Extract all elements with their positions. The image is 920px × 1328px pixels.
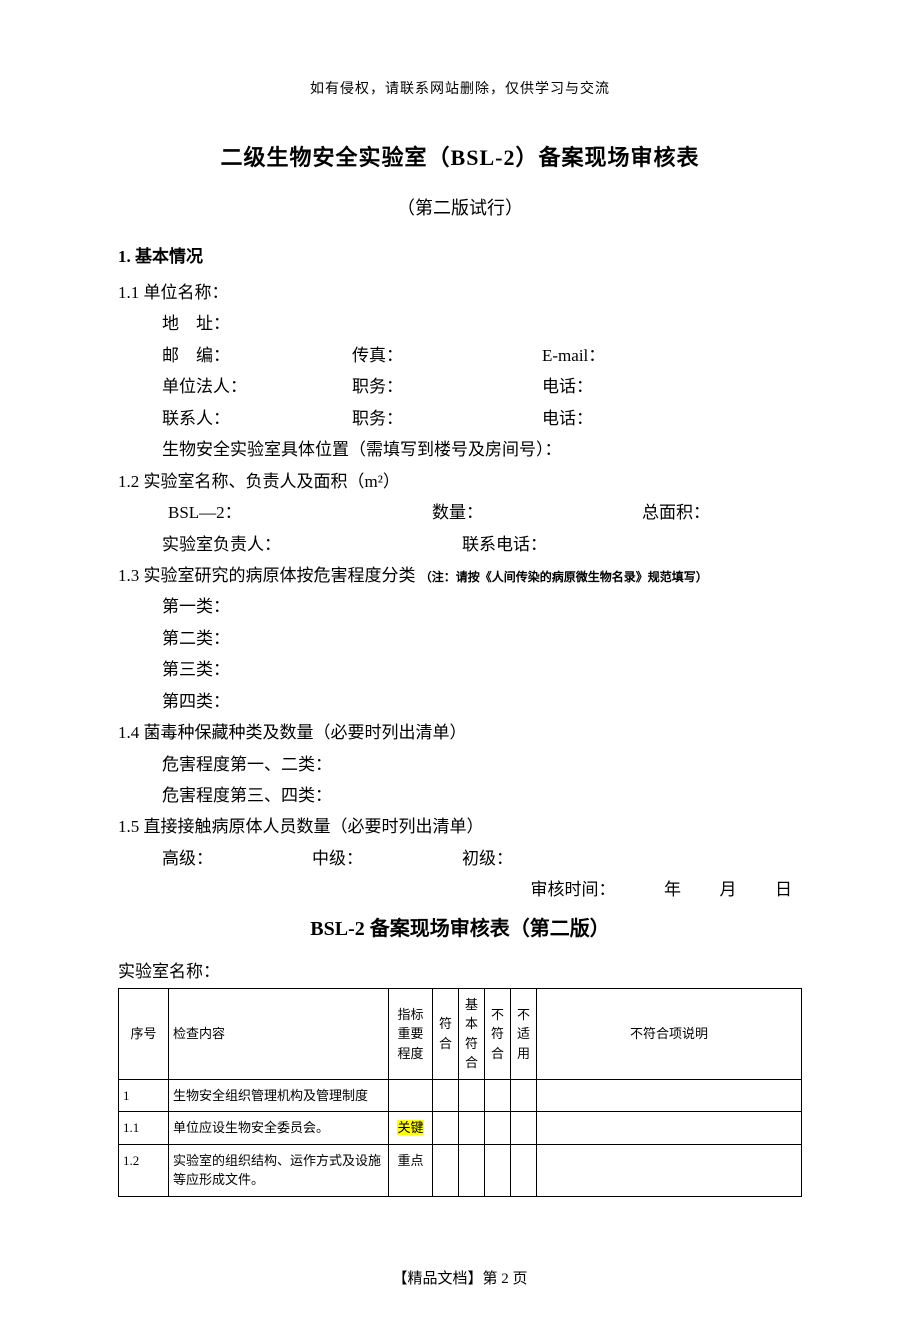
- th-na: 不适用: [511, 988, 537, 1079]
- sub-title: （第二版试行）: [118, 194, 802, 220]
- cell-seq: 1.1: [119, 1112, 169, 1145]
- cell-na: [511, 1144, 537, 1196]
- field-class1-label: 第一类：: [118, 591, 802, 622]
- field-post-label: 邮 编：: [162, 340, 352, 371]
- th-content: 检查内容: [169, 988, 389, 1079]
- section-1-head: 1. 基本情况: [118, 242, 802, 267]
- line-1-3: 1.3 实验室研究的病原体按危害程度分类 （注：请按《人间传染的病原微生物名录》…: [118, 560, 802, 591]
- table-header-row: 序号 检查内容 指标重要程度 符合 基本符合 不符合 不适用 不符合项说明: [119, 988, 802, 1079]
- row-post-fax-email: 邮 编： 传真： E-mail：: [118, 340, 802, 371]
- row-legal: 单位法人： 职务： 电话：: [118, 371, 802, 402]
- th-ok: 符合: [433, 988, 459, 1079]
- lab-name-label: 实验室名称：: [118, 957, 802, 982]
- cell-seq: 1: [119, 1079, 169, 1112]
- field-address-label: 地 址：: [118, 308, 802, 339]
- row-lab-head: 实验室负责人： 联系电话：: [118, 529, 802, 560]
- page-footer: 【精品文档】第 2 页: [118, 1267, 802, 1288]
- field-email-label: E-mail：: [542, 340, 802, 371]
- field-hazard12-label: 危害程度第一、二类：: [118, 749, 802, 780]
- cell-ok: [433, 1079, 459, 1112]
- field-legal-label: 单位法人：: [162, 371, 352, 402]
- audit-time-row: 审核时间： 年 月 日: [118, 874, 802, 905]
- line-1-5: 1.5 直接接触病原体人员数量（必要时列出清单）: [118, 811, 802, 842]
- audit-year-label: 年: [664, 874, 681, 905]
- field-position-label: 职务：: [352, 371, 542, 402]
- header-disclaimer: 如有侵权，请联系网站删除，仅供学习与交流: [118, 78, 802, 98]
- field-lab-head-label: 实验室负责人：: [162, 529, 462, 560]
- field-junior-label: 初级：: [462, 843, 802, 874]
- cell-ok: [433, 1112, 459, 1145]
- row-contact: 联系人： 职务： 电话：: [118, 403, 802, 434]
- cell-note: [537, 1112, 802, 1145]
- field-contact-label: 联系人：: [162, 403, 352, 434]
- cell-content: 实验室的组织结构、运作方式及设施等应形成文件。: [169, 1144, 389, 1196]
- line-1-3-text: 1.3 实验室研究的病原体按危害程度分类: [118, 566, 416, 585]
- cell-level-highlight: 关键: [397, 1120, 423, 1135]
- audit-time-label: 审核时间：: [531, 874, 616, 905]
- table-row: 1.2 实验室的组织结构、运作方式及设施等应形成文件。 重点: [119, 1144, 802, 1196]
- cell-no: [485, 1112, 511, 1145]
- th-note: 不符合项说明: [537, 988, 802, 1079]
- th-no: 不符合: [485, 988, 511, 1079]
- footer-label: 【精品文档】: [392, 1271, 482, 1287]
- cell-na: [511, 1112, 537, 1145]
- field-senior-label: 高级：: [162, 843, 312, 874]
- cell-basic: [459, 1144, 485, 1196]
- audit-month-label: 月: [720, 874, 737, 905]
- field-hazard34-label: 危害程度第三、四类：: [118, 780, 802, 811]
- th-basic: 基本符合: [459, 988, 485, 1079]
- audit-table: 序号 检查内容 指标重要程度 符合 基本符合 不符合 不适用 不符合项说明 1 …: [118, 988, 802, 1197]
- cell-content: 单位应设生物安全委员会。: [169, 1112, 389, 1145]
- cell-level: [389, 1079, 433, 1112]
- cell-level: 重点: [389, 1144, 433, 1196]
- field-area-label: 总面积：: [642, 497, 802, 528]
- cell-note: [537, 1144, 802, 1196]
- table-row: 1.1 单位应设生物安全委员会。 关键: [119, 1112, 802, 1145]
- line-1-2: 1.2 实验室名称、负责人及面积（m²）: [118, 466, 802, 497]
- footer-page: 第 2 页: [483, 1271, 528, 1287]
- cell-ok: [433, 1144, 459, 1196]
- th-level: 指标重要程度: [389, 988, 433, 1079]
- field-qty-label: 数量：: [432, 497, 642, 528]
- field-lab-location-label: 生物安全实验室具体位置（需填写到楼号及房间号）：: [118, 434, 802, 465]
- line-1-1: 1.1 单位名称：: [118, 277, 802, 308]
- field-class2-label: 第二类：: [118, 623, 802, 654]
- cell-seq: 1.2: [119, 1144, 169, 1196]
- cell-basic: [459, 1112, 485, 1145]
- cell-note: [537, 1079, 802, 1112]
- cell-basic: [459, 1079, 485, 1112]
- line-1-3-note: （注：请按《人间传染的病原微生物名录》规范填写）: [420, 570, 708, 584]
- field-fax-label: 传真：: [352, 340, 542, 371]
- table-title: BSL-2 备案现场审核表（第二版）: [118, 912, 802, 941]
- th-seq: 序号: [119, 988, 169, 1079]
- main-title: 二级生物安全实验室（BSL-2）备案现场审核表: [118, 140, 802, 172]
- row-staff-level: 高级： 中级： 初级：: [118, 843, 802, 874]
- cell-content: 生物安全组织管理机构及管理制度: [169, 1079, 389, 1112]
- cell-no: [485, 1079, 511, 1112]
- field-contact-position-label: 职务：: [352, 403, 542, 434]
- cell-no: [485, 1144, 511, 1196]
- cell-level: 关键: [389, 1112, 433, 1145]
- field-contact-phone-label: 电话：: [542, 403, 802, 434]
- row-bsl2: BSL—2： 数量： 总面积：: [118, 497, 802, 528]
- field-lab-phone-label: 联系电话：: [462, 529, 802, 560]
- cell-na: [511, 1079, 537, 1112]
- field-bsl2-label: BSL—2：: [162, 497, 432, 528]
- line-1-4: 1.4 菌毒种保藏种类及数量（必要时列出清单）: [118, 717, 802, 748]
- field-class3-label: 第三类：: [118, 654, 802, 685]
- table-row: 1 生物安全组织管理机构及管理制度: [119, 1079, 802, 1112]
- audit-day-label: 日: [775, 874, 792, 905]
- field-phone-label: 电话：: [542, 371, 802, 402]
- field-class4-label: 第四类：: [118, 686, 802, 717]
- field-mid-label: 中级：: [312, 843, 462, 874]
